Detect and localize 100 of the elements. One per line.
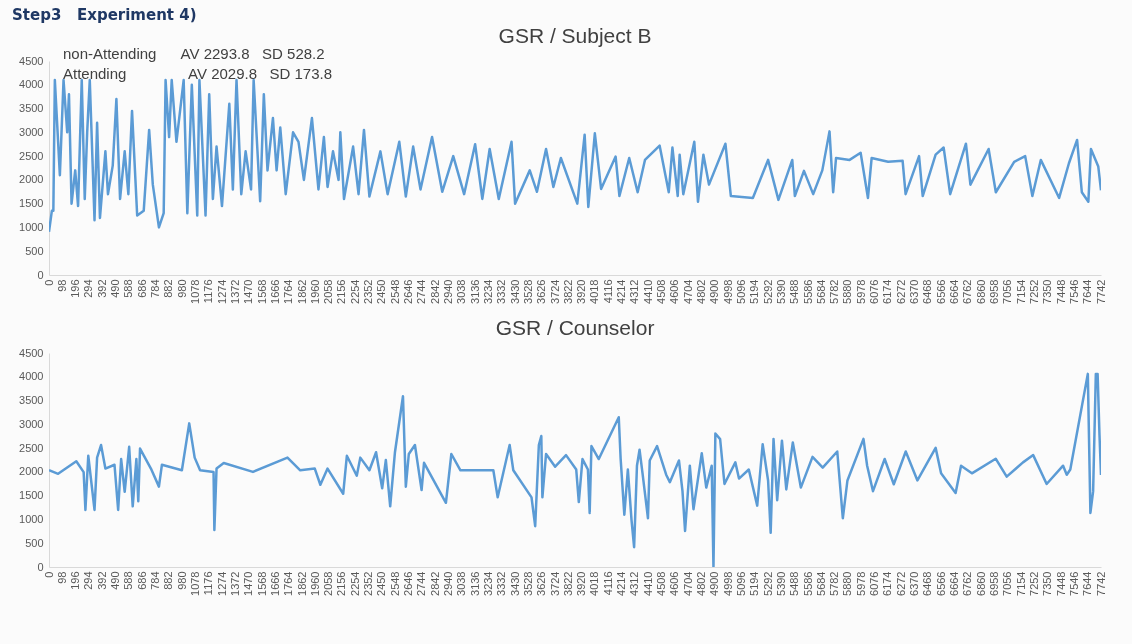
chart-title: GSR / Subject B: [498, 24, 652, 47]
x-tick-label: 2548: [388, 279, 401, 304]
y-tick-label: 1000: [19, 512, 44, 525]
x-tick-label: 7448: [1054, 279, 1067, 304]
x-tick-label: 3920: [575, 571, 588, 596]
x-tick-label: 7644: [1081, 571, 1094, 596]
y-tick-label: 1000: [19, 220, 44, 233]
x-tick-label: 5586: [801, 571, 814, 596]
x-tick-label: 4214: [615, 571, 628, 596]
x-tick-label: 4018: [588, 571, 601, 596]
x-tick-label: 3822: [561, 279, 574, 304]
x-tick-label: 3626: [535, 571, 548, 596]
y-tick-label: 4000: [19, 370, 44, 383]
x-tick-label: 2842: [428, 279, 441, 304]
x-tick-label: 3430: [508, 279, 521, 304]
x-tick-label: 5684: [814, 571, 827, 596]
x-tick-label: 490: [109, 571, 122, 590]
x-tick-label: 3234: [481, 279, 494, 304]
x-tick-label: 5880: [841, 279, 854, 304]
x-tick-label: 1078: [188, 279, 201, 304]
x-tick-label: 1764: [282, 571, 295, 596]
x-tick-label: 2940: [441, 571, 454, 596]
x-tick-label: 2744: [415, 571, 428, 596]
x-tick-label: 3136: [468, 279, 481, 304]
x-tick-label: 3626: [535, 279, 548, 304]
y-tick-label: 2500: [19, 149, 44, 162]
x-tick-label: 3724: [548, 571, 561, 596]
x-tick-label: 7252: [1027, 279, 1040, 304]
x-tick-label: 7154: [1014, 279, 1027, 304]
x-tick-label: 5782: [828, 279, 841, 304]
x-tick-label: 5292: [761, 279, 774, 304]
x-tick-label: 4606: [668, 571, 681, 596]
x-tick-label: 7056: [1001, 571, 1014, 596]
x-tick-label: 4606: [668, 279, 681, 304]
x-tick-label: 7546: [1067, 571, 1080, 596]
x-tick-label: 4704: [681, 571, 694, 596]
x-tick-label: 6762: [961, 571, 974, 596]
x-tick-label: 1176: [202, 279, 215, 304]
x-tick-label: 5096: [734, 279, 747, 304]
x-tick-label: 2842: [428, 571, 441, 596]
x-tick-label: 3430: [508, 571, 521, 596]
x-tick-label: 7742: [1094, 571, 1107, 596]
x-tick-label: 1470: [242, 279, 255, 304]
x-tick-label: 6468: [921, 279, 934, 304]
x-tick-label: 4312: [628, 279, 641, 304]
y-tick-label: 2500: [19, 441, 44, 454]
x-tick-label: 6958: [987, 571, 1000, 596]
x-tick-label: 7252: [1027, 571, 1040, 596]
x-tick-label: 686: [135, 279, 148, 298]
x-tick-label: 7742: [1094, 279, 1107, 304]
annotation: Attending AV 2029.8 SD 173.8: [63, 64, 333, 84]
x-tick-label: 6076: [868, 279, 881, 304]
x-tick-label: 6762: [961, 279, 974, 304]
x-tick-label: 4508: [655, 279, 668, 304]
y-tick-label: 4500: [19, 346, 44, 359]
x-tick-label: 1078: [188, 571, 201, 596]
x-tick-label: 1862: [295, 279, 308, 304]
y-tick-label: 3000: [19, 417, 44, 430]
x-tick-label: 5880: [841, 571, 854, 596]
x-tick-label: 7644: [1081, 279, 1094, 304]
x-tick-label: 3038: [455, 571, 468, 596]
y-tick-label: 3000: [19, 125, 44, 138]
x-tick-label: 6664: [948, 571, 961, 596]
x-tick-label: 1372: [228, 571, 241, 596]
x-tick-label: 1470: [242, 571, 255, 596]
x-tick-label: 6272: [894, 571, 907, 596]
x-tick-label: 1666: [268, 571, 281, 596]
x-tick-label: 5096: [734, 571, 747, 596]
x-tick-label: 3528: [521, 571, 534, 596]
x-tick-label: 2646: [402, 571, 415, 596]
x-tick-label: 2058: [322, 279, 335, 304]
x-tick-label: 5292: [761, 571, 774, 596]
y-tick-label: 3500: [19, 102, 44, 115]
x-tick-label: 3822: [561, 571, 574, 596]
text: Step3 Experiment 4): [12, 6, 197, 24]
x-tick-label: 1568: [255, 279, 268, 304]
x-tick-label: 6566: [934, 279, 947, 304]
x-tick-label: 196: [69, 571, 82, 590]
x-tick-label: 1274: [215, 279, 228, 304]
x-tick-label: 0: [42, 571, 55, 578]
x-tick-label: 4018: [588, 279, 601, 304]
x-tick-label: 3724: [548, 279, 561, 304]
x-tick-label: 98: [55, 279, 68, 292]
x-tick-label: 6272: [894, 279, 907, 304]
x-tick-label: 2940: [441, 279, 454, 304]
x-tick-label: 294: [82, 571, 95, 590]
x-tick-label: 4998: [721, 279, 734, 304]
x-tick-label: 588: [122, 571, 135, 590]
x-tick-label: 6370: [908, 571, 921, 596]
x-tick-label: 2156: [335, 279, 348, 304]
x-tick-label: 3528: [521, 279, 534, 304]
y-tick-label: 2000: [19, 173, 44, 186]
x-tick-label: 2254: [348, 571, 361, 596]
x-tick-label: 882: [162, 571, 175, 590]
x-tick-label: 686: [135, 571, 148, 590]
x-tick-label: 2646: [402, 279, 415, 304]
x-tick-label: 5488: [788, 279, 801, 304]
x-tick-label: 6174: [881, 279, 894, 304]
x-tick-label: 5586: [801, 279, 814, 304]
x-tick-label: 6076: [868, 571, 881, 596]
